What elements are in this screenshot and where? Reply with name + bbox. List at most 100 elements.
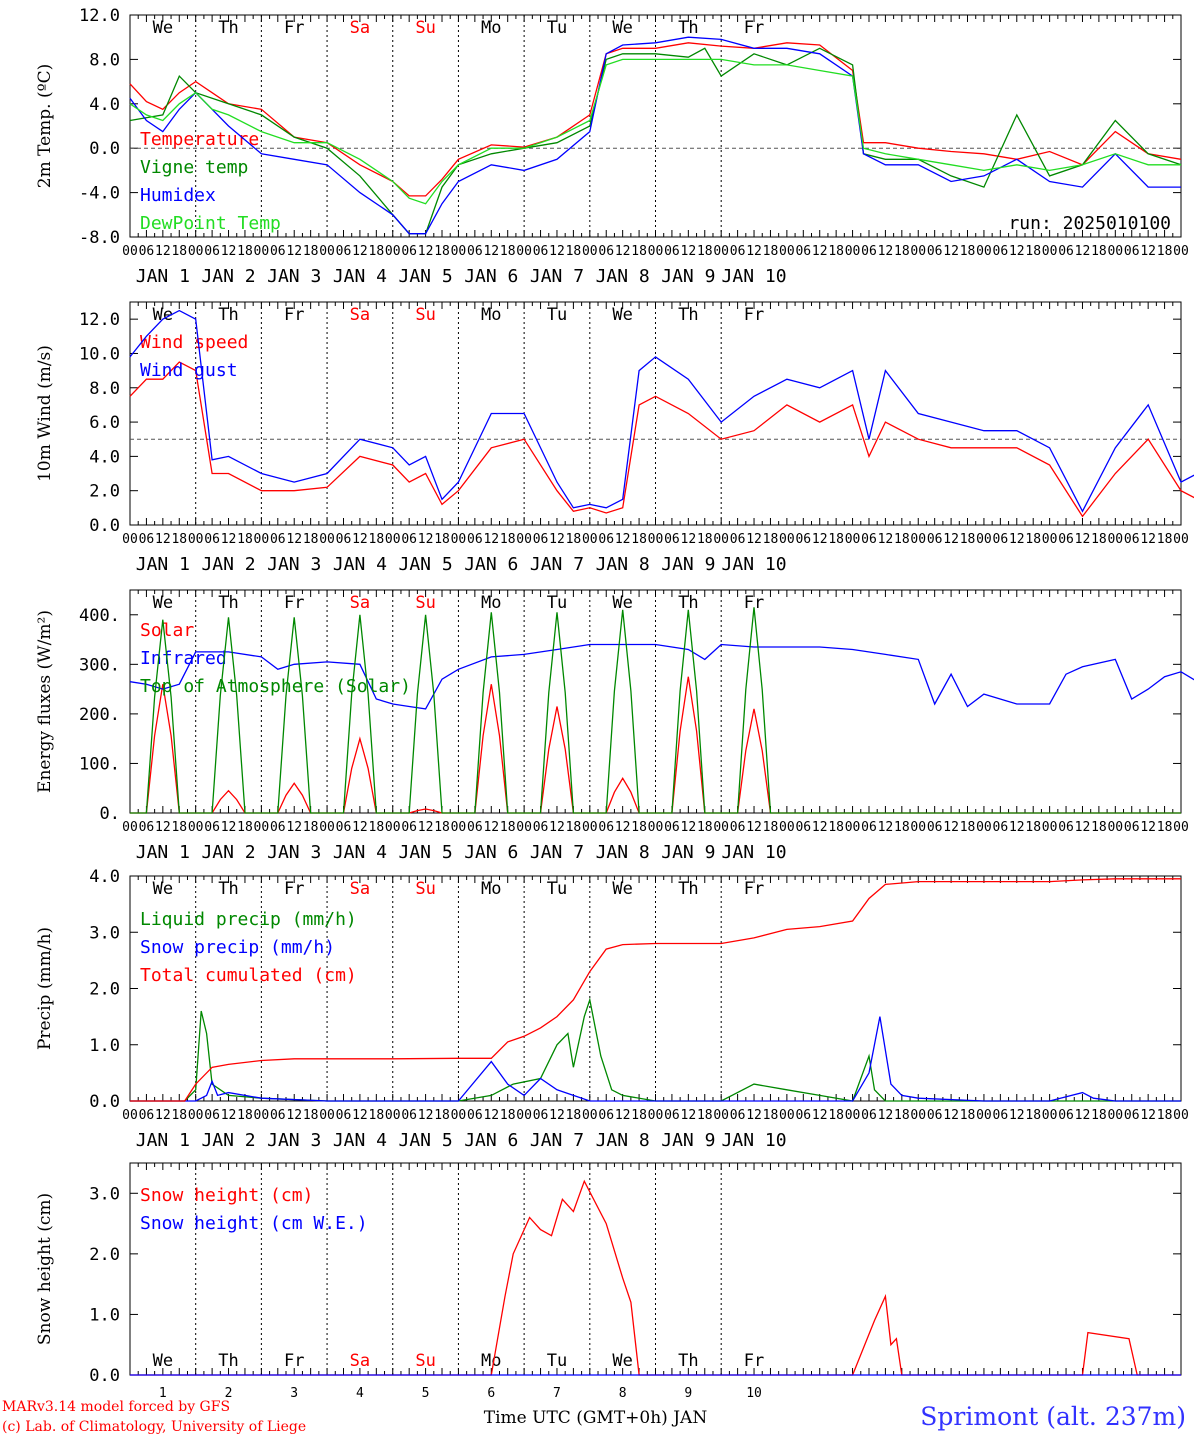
hour-tick-label: 00 <box>1107 820 1123 835</box>
hour-tick-label: 18 <box>828 532 844 547</box>
hour-tick-label: 00 <box>122 1108 138 1123</box>
hour-tick-label: 06 <box>533 820 549 835</box>
hour-tick-label: 18 <box>500 820 516 835</box>
hour-tick-label: 18 <box>631 1108 647 1123</box>
date-label: JAN 6 <box>464 266 518 287</box>
day-name: Sa <box>350 593 370 613</box>
hour-tick-label: 06 <box>401 244 417 259</box>
hour-tick-label: 12 <box>1075 532 1091 547</box>
hour-tick-label: 00 <box>1173 820 1189 835</box>
hour-tick-label: 06 <box>270 1108 286 1123</box>
hour-tick-label: 00 <box>516 244 532 259</box>
hour-tick-label: 18 <box>500 532 516 547</box>
hour-tick-label: 00 <box>451 820 467 835</box>
hour-tick-label: 18 <box>171 820 187 835</box>
hour-tick-label: 06 <box>730 244 746 259</box>
date-label: JAN 3 <box>267 842 321 863</box>
hour-tick-label: 00 <box>1107 244 1123 259</box>
y-tick-label: 200. <box>79 705 120 725</box>
hour-tick-label: 06 <box>139 820 155 835</box>
hour-tick-label: 12 <box>681 1108 697 1123</box>
hour-tick-label: 18 <box>1025 244 1041 259</box>
day-name: Th <box>218 879 238 899</box>
day-number-label: 5 <box>422 1386 430 1401</box>
hour-tick-label: 12 <box>1140 244 1156 259</box>
hour-tick-label: 18 <box>960 244 976 259</box>
hour-tick-label: 12 <box>155 1108 171 1123</box>
hour-tick-label: 06 <box>270 244 286 259</box>
legend-entry: Humidex <box>140 185 216 206</box>
hour-tick-label: 06 <box>139 532 155 547</box>
y-tick-label: 3.0 <box>89 923 120 943</box>
legend-entry: Wind gust <box>140 360 238 381</box>
date-label: JAN 7 <box>530 266 584 287</box>
y-tick-label: 8.0 <box>89 379 120 399</box>
hour-tick-label: 18 <box>631 532 647 547</box>
day-name: Tu <box>547 1351 567 1371</box>
day-name: Sa <box>350 879 370 899</box>
hour-tick-label: 18 <box>434 1108 450 1123</box>
y-tick-label: -4.0 <box>79 184 120 204</box>
hour-tick-label: 18 <box>171 1108 187 1123</box>
legend-entry: Vigne temp <box>140 157 248 178</box>
hour-tick-label: 06 <box>1058 244 1074 259</box>
day-name: Th <box>678 305 698 325</box>
hour-tick-label: 00 <box>648 1108 664 1123</box>
day-name: We <box>153 879 173 899</box>
day-name: Su <box>415 18 435 38</box>
hour-tick-label: 00 <box>713 820 729 835</box>
hour-tick-label: 12 <box>286 532 302 547</box>
hour-tick-label: 06 <box>861 244 877 259</box>
hour-tick-label: 18 <box>894 820 910 835</box>
hour-tick-label: 00 <box>122 820 138 835</box>
hour-tick-label: 00 <box>122 244 138 259</box>
hour-tick-label: 12 <box>1009 1108 1025 1123</box>
day-name: We <box>612 305 632 325</box>
hour-tick-label: 00 <box>845 532 861 547</box>
day-number-label: 2 <box>225 1386 233 1401</box>
date-label: JAN 9 <box>661 1130 715 1151</box>
day-name: We <box>153 593 173 613</box>
hour-tick-label: 00 <box>254 532 270 547</box>
day-number-label: 4 <box>356 1386 364 1401</box>
hour-tick-label: 18 <box>763 244 779 259</box>
hour-tick-label: 18 <box>303 532 319 547</box>
hour-tick-label: 06 <box>1124 532 1140 547</box>
hour-tick-label: 06 <box>664 820 680 835</box>
hour-tick-label: 18 <box>1157 532 1173 547</box>
hour-tick-label: 06 <box>533 244 549 259</box>
hour-tick-label: 18 <box>697 1108 713 1123</box>
date-label: JAN 3 <box>267 554 321 575</box>
day-name: We <box>153 18 173 38</box>
series-line-top-of-atmosphere-solar- <box>130 607 1181 814</box>
hour-tick-label: 00 <box>1173 244 1189 259</box>
hour-tick-label: 06 <box>993 532 1009 547</box>
hour-tick-label: 00 <box>1107 1108 1123 1123</box>
hour-tick-label: 18 <box>828 244 844 259</box>
hour-tick-label: 00 <box>910 1108 926 1123</box>
hour-tick-label: 18 <box>763 820 779 835</box>
y-tick-label: 12.0 <box>79 310 120 330</box>
hour-tick-label: 06 <box>598 532 614 547</box>
day-name: Fr <box>284 879 304 899</box>
hour-tick-label: 00 <box>648 820 664 835</box>
day-number-label: 3 <box>290 1386 298 1401</box>
hour-tick-label: 06 <box>861 532 877 547</box>
y-tick-label: 6.0 <box>89 413 120 433</box>
date-label: JAN 8 <box>596 1130 650 1151</box>
day-name: Mo <box>481 1351 501 1371</box>
hour-tick-label: 06 <box>927 244 943 259</box>
hour-tick-label: 06 <box>730 820 746 835</box>
date-label: JAN 8 <box>596 842 650 863</box>
date-label: JAN 8 <box>596 554 650 575</box>
hour-tick-label: 06 <box>1124 820 1140 835</box>
hour-tick-label: 18 <box>828 1108 844 1123</box>
y-tick-label: 0. <box>100 804 120 824</box>
hour-tick-label: 12 <box>1009 820 1025 835</box>
hour-tick-label: 18 <box>1025 532 1041 547</box>
hour-tick-label: 06 <box>467 532 483 547</box>
day-name: Su <box>415 1351 435 1371</box>
panel-temperature: 12.0 8.0 4.0 0.0 -4.0 -8.0 2m Temp. (ºC) We Th Fr… <box>35 6 1189 287</box>
hour-tick-label: 12 <box>1009 532 1025 547</box>
hour-tick-label: 06 <box>467 1108 483 1123</box>
